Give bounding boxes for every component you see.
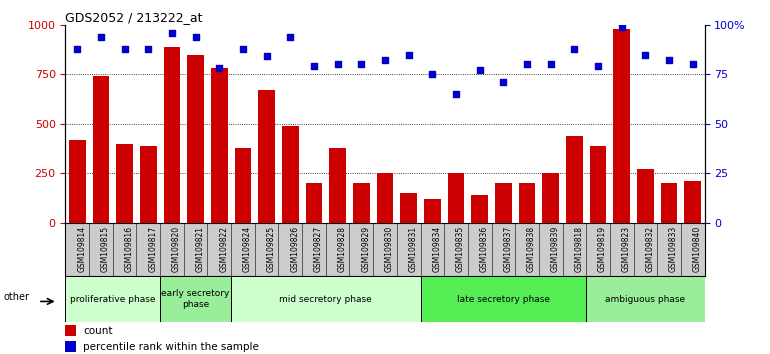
Point bbox=[568, 46, 581, 51]
Bar bbox=[235, 148, 251, 223]
Point bbox=[474, 68, 486, 73]
Text: GSM109818: GSM109818 bbox=[574, 226, 584, 272]
Text: GSM109814: GSM109814 bbox=[77, 226, 86, 272]
Bar bbox=[661, 183, 678, 223]
Text: GSM109832: GSM109832 bbox=[645, 226, 654, 272]
Point bbox=[592, 64, 604, 69]
Bar bbox=[69, 140, 85, 223]
Text: GSM109828: GSM109828 bbox=[338, 226, 346, 272]
Point bbox=[71, 46, 83, 51]
Bar bbox=[231, 276, 420, 322]
Bar bbox=[542, 173, 559, 223]
Bar bbox=[306, 183, 323, 223]
Point bbox=[687, 62, 699, 67]
Bar bbox=[614, 29, 630, 223]
Bar bbox=[495, 183, 511, 223]
Bar bbox=[92, 76, 109, 223]
Text: count: count bbox=[83, 326, 113, 336]
Point bbox=[426, 72, 438, 77]
Bar bbox=[330, 148, 346, 223]
Bar bbox=[282, 126, 299, 223]
Text: GSM109821: GSM109821 bbox=[196, 226, 205, 272]
Point bbox=[189, 34, 202, 40]
Text: GSM109838: GSM109838 bbox=[527, 226, 536, 272]
Point bbox=[308, 64, 320, 69]
Text: GSM109827: GSM109827 bbox=[314, 226, 323, 272]
Text: proliferative phase: proliferative phase bbox=[70, 295, 156, 304]
Bar bbox=[187, 55, 204, 223]
Point bbox=[166, 30, 178, 35]
Text: GSM109820: GSM109820 bbox=[172, 226, 181, 272]
Text: GSM109836: GSM109836 bbox=[480, 226, 489, 272]
Text: GSM109816: GSM109816 bbox=[125, 226, 134, 272]
Point bbox=[260, 54, 273, 59]
Point bbox=[403, 52, 415, 57]
Text: GDS2052 / 213222_at: GDS2052 / 213222_at bbox=[65, 11, 203, 24]
Text: mid secretory phase: mid secretory phase bbox=[280, 295, 372, 304]
Point bbox=[450, 91, 462, 97]
Point bbox=[213, 65, 226, 71]
Bar bbox=[65, 325, 76, 336]
Text: GSM109824: GSM109824 bbox=[243, 226, 252, 272]
Bar bbox=[420, 276, 586, 322]
Text: GSM109839: GSM109839 bbox=[551, 226, 560, 272]
Point bbox=[544, 62, 557, 67]
Text: GSM109835: GSM109835 bbox=[456, 226, 465, 272]
Point bbox=[663, 58, 675, 63]
Text: GSM109822: GSM109822 bbox=[219, 226, 229, 272]
Text: GSM109833: GSM109833 bbox=[669, 226, 678, 272]
Bar bbox=[519, 183, 535, 223]
Bar bbox=[400, 193, 417, 223]
Text: other: other bbox=[3, 292, 29, 302]
Point bbox=[497, 79, 510, 85]
Bar bbox=[65, 341, 76, 353]
Bar bbox=[377, 173, 393, 223]
Point bbox=[142, 46, 155, 51]
Text: early secretory
phase: early secretory phase bbox=[162, 290, 229, 309]
Text: late secretory phase: late secretory phase bbox=[457, 295, 550, 304]
Text: GSM109817: GSM109817 bbox=[149, 226, 157, 272]
Point bbox=[119, 46, 131, 51]
Bar bbox=[566, 136, 583, 223]
Point bbox=[237, 46, 249, 51]
Text: percentile rank within the sample: percentile rank within the sample bbox=[83, 342, 259, 352]
Point bbox=[284, 34, 296, 40]
Point bbox=[355, 62, 367, 67]
Bar bbox=[160, 276, 231, 322]
Bar bbox=[685, 181, 701, 223]
Text: GSM109815: GSM109815 bbox=[101, 226, 110, 272]
Point bbox=[95, 34, 107, 40]
Bar bbox=[140, 146, 156, 223]
Bar bbox=[353, 183, 370, 223]
Text: GSM109829: GSM109829 bbox=[361, 226, 370, 272]
Bar bbox=[116, 144, 133, 223]
Bar bbox=[164, 47, 180, 223]
Text: GSM109834: GSM109834 bbox=[432, 226, 441, 272]
Point bbox=[332, 62, 344, 67]
Bar bbox=[424, 199, 440, 223]
Bar bbox=[447, 173, 464, 223]
Point bbox=[639, 52, 651, 57]
Text: GSM109840: GSM109840 bbox=[693, 226, 701, 272]
Bar bbox=[471, 195, 488, 223]
Bar bbox=[211, 68, 228, 223]
Bar bbox=[590, 146, 606, 223]
Text: GSM109825: GSM109825 bbox=[266, 226, 276, 272]
Text: GSM109826: GSM109826 bbox=[290, 226, 300, 272]
Bar bbox=[65, 276, 160, 322]
Bar bbox=[586, 276, 705, 322]
Text: ambiguous phase: ambiguous phase bbox=[605, 295, 685, 304]
Text: GSM109831: GSM109831 bbox=[409, 226, 417, 272]
Point bbox=[379, 58, 391, 63]
Bar bbox=[259, 90, 275, 223]
Text: GSM109819: GSM109819 bbox=[598, 226, 607, 272]
Point bbox=[615, 24, 628, 30]
Text: GSM109823: GSM109823 bbox=[621, 226, 631, 272]
Bar bbox=[637, 170, 654, 223]
Text: GSM109837: GSM109837 bbox=[504, 226, 512, 272]
Point bbox=[521, 62, 533, 67]
Text: GSM109830: GSM109830 bbox=[385, 226, 394, 272]
